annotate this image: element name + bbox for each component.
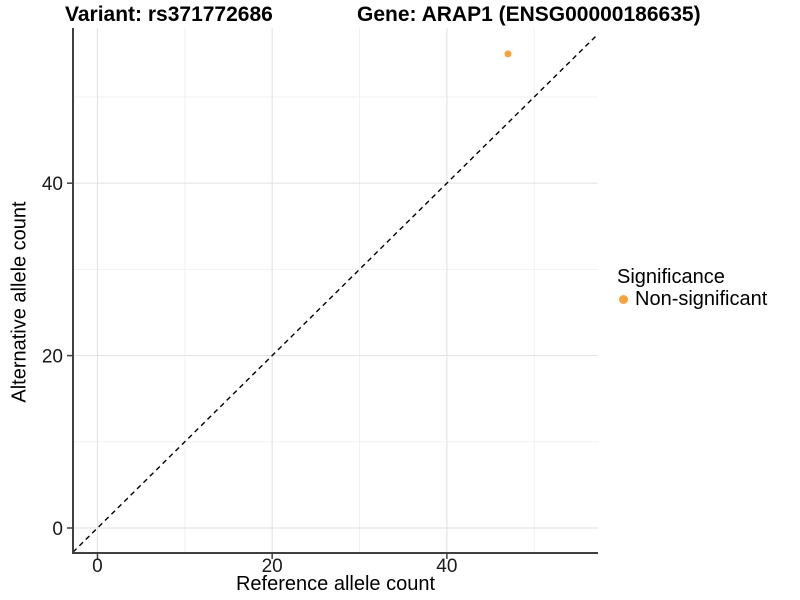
legend-point-icon bbox=[619, 295, 628, 304]
x-tick-label: 0 bbox=[92, 556, 103, 577]
legend-title: Significance bbox=[617, 266, 725, 288]
x-axis-title: Reference allele count bbox=[235, 573, 435, 595]
data-point bbox=[504, 50, 512, 58]
x-tick-label: 20 bbox=[262, 556, 283, 577]
variant-title: Variant: rs371772686 bbox=[65, 3, 273, 26]
y-tick-label: 0 bbox=[52, 519, 63, 540]
y-axis-title: Alternative allele count bbox=[8, 201, 31, 403]
legend: Significance Non-significant bbox=[617, 267, 767, 311]
legend-item-label: Non-significant bbox=[635, 288, 768, 310]
x-tick-label: 40 bbox=[436, 556, 457, 577]
legend-item: Non-significant bbox=[617, 288, 767, 311]
identity-dashed-line bbox=[72, 33, 599, 553]
y-tick-label: 40 bbox=[42, 174, 63, 195]
gene-title: Gene: ARAP1 (ENSG00000186635) bbox=[357, 3, 701, 26]
y-tick-label: 20 bbox=[42, 347, 63, 368]
